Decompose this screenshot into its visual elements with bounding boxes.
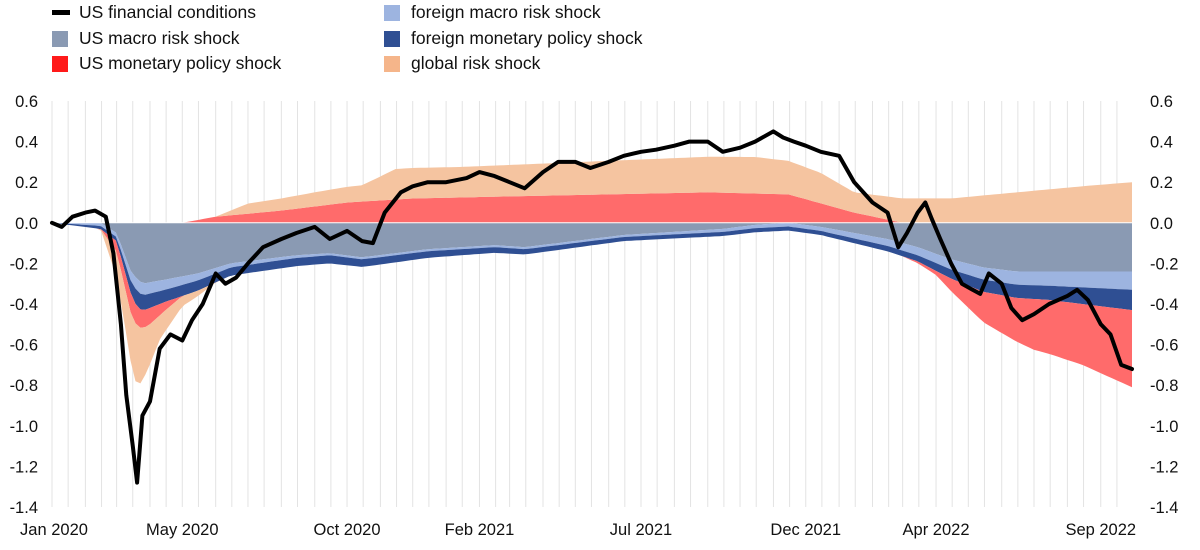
legend-label: US monetary policy shock xyxy=(79,53,282,73)
area-us-macro-risk-shock-negative xyxy=(52,222,1132,284)
x-tick-label: Jan 2020 xyxy=(20,521,88,539)
y-tick-label-right: -1.0 xyxy=(1150,418,1178,436)
legend-marker-box xyxy=(384,5,400,21)
y-tick-label-left: -1.4 xyxy=(10,499,38,517)
y-tick-label-left: -0.2 xyxy=(10,255,38,273)
legend-marker-line xyxy=(52,10,70,15)
legend-label: global risk shock xyxy=(411,53,541,73)
y-tick-label-left: 0.4 xyxy=(15,134,38,152)
legend: US financial conditions foreign macro ris… xyxy=(52,2,643,73)
legend-label: foreign macro risk shock xyxy=(411,2,601,22)
legend-marker-box xyxy=(52,31,68,47)
legend-label: foreign monetary policy shock xyxy=(411,28,643,48)
y-tick-label-left: -0.4 xyxy=(10,296,38,314)
legend-label: US macro risk shock xyxy=(79,28,240,48)
area-foreign-monetary-policy-shock-negative xyxy=(52,222,1132,311)
y-tick-label-right: -0.4 xyxy=(1150,296,1178,314)
area-foreign-macro-risk-shock-negative xyxy=(52,222,1132,295)
y-tick-label-left: -0.6 xyxy=(10,337,38,355)
y-tick-label-right: -1.4 xyxy=(1150,499,1178,517)
y-tick-label-right: -0.2 xyxy=(1150,255,1178,273)
legend-marker-box xyxy=(52,56,68,72)
x-tick-label: Sep 2022 xyxy=(1065,521,1136,539)
y-tick-label-right: 0.2 xyxy=(1150,174,1173,192)
area-global-risk-shock-positive xyxy=(52,156,1132,223)
y-tick-label-right: -0.6 xyxy=(1150,337,1178,355)
x-tick-label: Apr 2022 xyxy=(903,521,970,539)
y-tick-label-left: -1.0 xyxy=(10,418,38,436)
y-tick-label-left: -0.8 xyxy=(10,377,38,395)
y-tick-label-left: -1.2 xyxy=(10,458,38,476)
x-tick-label: Jul 2021 xyxy=(610,521,672,539)
vertical-gridlines xyxy=(51,101,1118,507)
y-tick-label-right: 0.0 xyxy=(1150,215,1173,233)
y-tick-label-right: 0.4 xyxy=(1150,134,1173,152)
y-tick-label-left: 0.0 xyxy=(15,215,38,233)
y-tick-label-right: -1.2 xyxy=(1150,458,1178,476)
line-series xyxy=(50,129,1134,485)
y-tick-label-left: 0.6 xyxy=(15,93,38,111)
x-tick-label: May 2020 xyxy=(146,521,218,539)
x-tick-label: Feb 2021 xyxy=(445,521,515,539)
y-tick-label-right: -0.8 xyxy=(1150,377,1178,395)
legend-marker-box xyxy=(384,56,400,72)
stacked-areas xyxy=(52,156,1132,388)
y-tick-label-right: 0.6 xyxy=(1150,93,1173,111)
x-tick-label: Oct 2020 xyxy=(314,521,381,539)
y-tick-label-left: 0.2 xyxy=(15,174,38,192)
area-us-monetary-policy-shock-positive xyxy=(52,192,1132,223)
legend-label: US financial conditions xyxy=(79,2,256,22)
x-tick-label: Dec 2021 xyxy=(770,521,841,539)
legend-marker-box xyxy=(384,31,400,47)
line-us-financial-conditions xyxy=(50,129,1134,485)
axes: 0.6 0.6 0.4 0.4 0.2 0.2 0.0 0.0 -0.2 -0.2 -0.4 -0.4… xyxy=(10,93,1179,539)
